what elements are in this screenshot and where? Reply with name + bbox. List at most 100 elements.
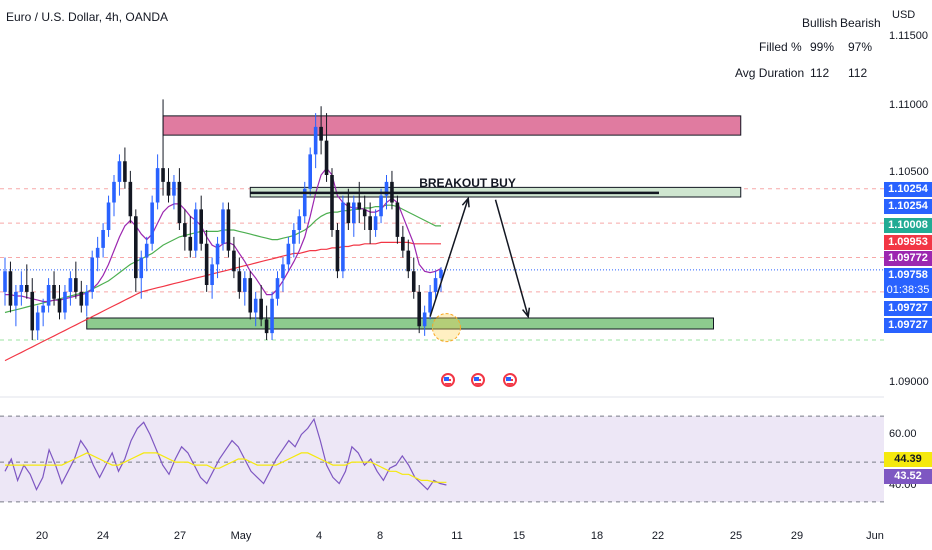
candle-body — [188, 236, 193, 251]
stats-col-bearish: Bearish — [840, 16, 881, 30]
candle-body — [183, 223, 187, 237]
candle-body — [439, 269, 443, 279]
time-tick: 22 — [651, 530, 665, 542]
candle-body — [35, 312, 40, 331]
candle-body — [281, 264, 285, 279]
candle-body — [161, 168, 165, 182]
time-tick: 4 — [315, 530, 323, 542]
price-badge: 1.09953 — [884, 235, 932, 250]
candle-body — [302, 188, 307, 217]
candle-body — [3, 271, 7, 292]
candle-body — [52, 285, 56, 299]
price-badge: 1.09727 — [884, 318, 932, 333]
last-price-badge: 1.09758 — [884, 268, 932, 283]
us-flag-event-icon[interactable] — [471, 373, 485, 387]
time-tick: 8 — [376, 530, 384, 542]
candle-body — [215, 243, 220, 265]
stats-row-bullish: 112 — [810, 66, 830, 80]
rsi-band — [0, 416, 884, 502]
candle-body — [68, 278, 73, 292]
candle-body — [106, 202, 111, 230]
candle-body — [368, 216, 372, 230]
annotations: BREAKOUT BUY — [250, 176, 659, 343]
countdown-badge: 01:38:35 — [884, 283, 932, 298]
price-tick: 1.09000 — [889, 376, 929, 388]
highlight-circle — [431, 313, 461, 343]
price-badge: 1.10254 — [884, 199, 932, 214]
candles — [3, 99, 443, 340]
candle-body — [422, 312, 427, 327]
candle-body — [319, 126, 323, 141]
candle-body — [30, 291, 35, 331]
candle-body — [112, 181, 116, 203]
candle-body — [357, 202, 362, 210]
candle-body — [308, 154, 312, 189]
candle-body — [204, 243, 209, 285]
projection-arrow — [429, 198, 469, 317]
stats-row-label: Avg Duration — [735, 66, 805, 80]
candle-body — [90, 257, 94, 292]
candle-body — [313, 126, 318, 155]
rsi-tick: 60.00 — [889, 428, 917, 440]
candle-body — [84, 291, 89, 306]
price-badge: 1.10008 — [884, 218, 932, 233]
time-tick: 15 — [512, 530, 526, 542]
candle-body — [237, 271, 242, 292]
us-flag-event-icon[interactable] — [503, 373, 517, 387]
candle-body — [406, 250, 411, 272]
candle-body — [324, 140, 329, 175]
moving-average-line — [4, 241, 441, 362]
candle-body — [8, 271, 13, 306]
candle-body — [417, 291, 421, 327]
candle-body — [433, 278, 438, 292]
time-tick: Jun — [866, 530, 884, 542]
arrow-head — [461, 196, 470, 208]
rsi-ma-line — [5, 452, 447, 483]
candle-body — [166, 181, 171, 196]
candle-body — [341, 202, 345, 272]
candle-body — [362, 209, 367, 217]
candle-body — [373, 216, 378, 230]
candle-body — [128, 181, 133, 217]
candle-body — [19, 285, 24, 292]
candle-body — [253, 298, 258, 313]
price-badge: 1.09727 — [884, 301, 932, 316]
candle-body — [292, 230, 296, 244]
candle-body — [379, 195, 383, 217]
price-badge: 1.09772 — [884, 251, 932, 266]
candle-body — [101, 230, 105, 248]
candle-body — [25, 285, 29, 292]
candle-body — [248, 278, 253, 313]
candle-body — [270, 298, 274, 334]
candle-body — [172, 181, 176, 196]
candle-body — [346, 202, 351, 224]
candle-body — [14, 291, 18, 306]
candle-body — [46, 285, 51, 306]
stats-row-bullish: 99% — [810, 40, 835, 54]
stats-row-bearish: 97% — [848, 40, 873, 54]
candle-body — [275, 278, 280, 299]
us-flag-event-icon[interactable] — [441, 373, 455, 387]
candle-body — [352, 202, 356, 224]
rsi-ma-badge: 44.39 — [884, 452, 932, 467]
candle-body — [139, 257, 144, 279]
candle-body — [41, 305, 45, 313]
candle-body — [199, 209, 203, 244]
candle-body — [150, 202, 154, 244]
arrow-head — [522, 307, 531, 319]
price-zone — [162, 115, 742, 136]
time-tick: May — [230, 530, 252, 542]
candle-body — [428, 291, 432, 313]
candle-body — [117, 161, 122, 182]
time-tick: 29 — [790, 530, 804, 542]
projection-arrow — [494, 199, 529, 317]
candle-body — [286, 243, 291, 265]
candle-body — [221, 209, 225, 244]
rsi-value-badge: 43.52 — [884, 469, 932, 484]
time-tick: 24 — [96, 530, 110, 542]
time-tick: 11 — [451, 530, 463, 542]
candle-body — [232, 250, 236, 272]
candle-body — [134, 216, 138, 279]
price-tick: 1.11000 — [889, 99, 928, 111]
candle-body — [79, 291, 84, 306]
